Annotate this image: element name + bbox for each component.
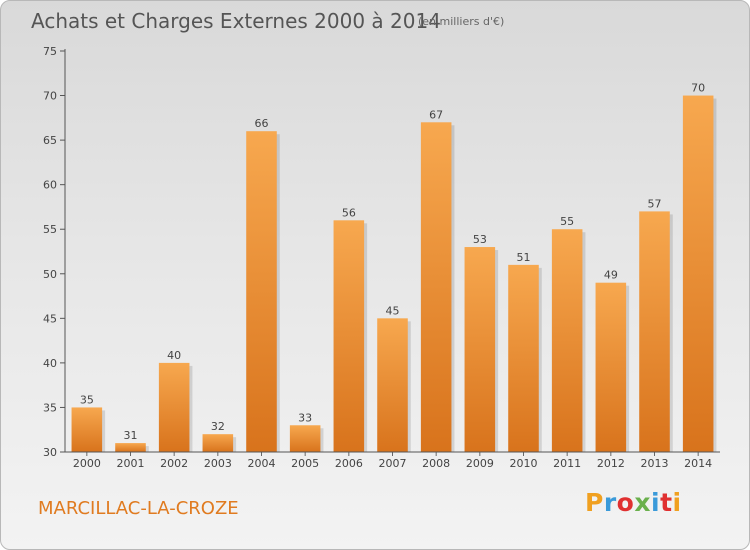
data-label: 53 [473, 233, 487, 246]
data-label: 45 [386, 304, 400, 317]
data-label: 70 [691, 82, 705, 95]
x-tick-label: 2009 [466, 457, 494, 470]
logo-letter: P [585, 488, 604, 517]
data-label: 56 [342, 206, 356, 219]
x-tick-label: 2010 [510, 457, 538, 470]
bar [595, 282, 627, 452]
logo-letter: i [651, 488, 661, 517]
bars-layer [71, 95, 717, 453]
bar [158, 362, 190, 452]
x-tick-label: 2007 [379, 457, 407, 470]
x-tick-label: 2002 [160, 457, 188, 470]
x-tick-label: 2003 [204, 457, 232, 470]
data-label: 66 [255, 117, 269, 130]
x-tick-label: 2013 [641, 457, 669, 470]
bar [115, 443, 146, 452]
y-tick-label: 65 [43, 134, 57, 147]
x-tick-label: 2006 [335, 457, 363, 470]
data-label: 31 [124, 429, 138, 442]
proxiti-logo[interactable]: Proxiti [585, 488, 682, 517]
bar [551, 229, 583, 452]
bar [289, 425, 321, 452]
x-tick-label: 2001 [117, 457, 145, 470]
data-label: 49 [604, 269, 618, 282]
data-label: 35 [80, 393, 94, 406]
y-tick-label: 50 [43, 268, 57, 281]
y-tick-label: 45 [43, 312, 57, 325]
logo-letter: r [603, 488, 617, 517]
data-label: 55 [560, 215, 574, 228]
logo-letter: o [616, 488, 635, 517]
y-tick-label: 35 [43, 401, 57, 414]
data-label: 51 [517, 251, 531, 264]
data-label: 33 [298, 411, 312, 424]
logo-letter: t [660, 488, 673, 517]
chart-subtitle: (en milliers d'€) [418, 15, 505, 28]
data-label: 32 [211, 420, 225, 433]
bar [333, 220, 365, 452]
logo-letter: i [672, 488, 682, 517]
y-tick-label: 60 [43, 179, 57, 192]
y-tick-label: 70 [43, 90, 57, 103]
logo-letter: x [634, 488, 651, 517]
data-label: 40 [167, 349, 181, 362]
bar [377, 318, 408, 452]
data-label: 67 [429, 108, 443, 121]
chart-title: Achats et Charges Externes 2000 à 2014 [31, 9, 441, 33]
y-tick-label: 40 [43, 357, 57, 370]
data-label: 57 [648, 197, 662, 210]
x-tick-label: 2011 [553, 457, 581, 470]
bar [202, 434, 234, 452]
x-tick-label: 2008 [422, 457, 450, 470]
bar [639, 211, 670, 452]
axes-layer [60, 49, 720, 456]
y-tick-label: 55 [43, 223, 57, 236]
x-tick-label: 2000 [73, 457, 101, 470]
x-tick-label: 2012 [597, 457, 625, 470]
labels-layer: 35 2000 31 2001 40 2002 32 2003 66 2004 33 2005 56 20… [43, 45, 712, 470]
bar [508, 264, 539, 452]
location-name: MARCILLAC-LA-CROZE [38, 498, 239, 519]
y-tick-label: 30 [43, 446, 57, 459]
bar [71, 407, 103, 452]
bar [420, 122, 452, 453]
x-tick-label: 2014 [684, 457, 712, 470]
x-tick-label: 2004 [248, 457, 276, 470]
x-tick-label: 2005 [291, 457, 319, 470]
bar [246, 131, 277, 452]
bar [464, 247, 496, 452]
y-tick-label: 75 [43, 45, 57, 58]
bar [682, 95, 714, 453]
